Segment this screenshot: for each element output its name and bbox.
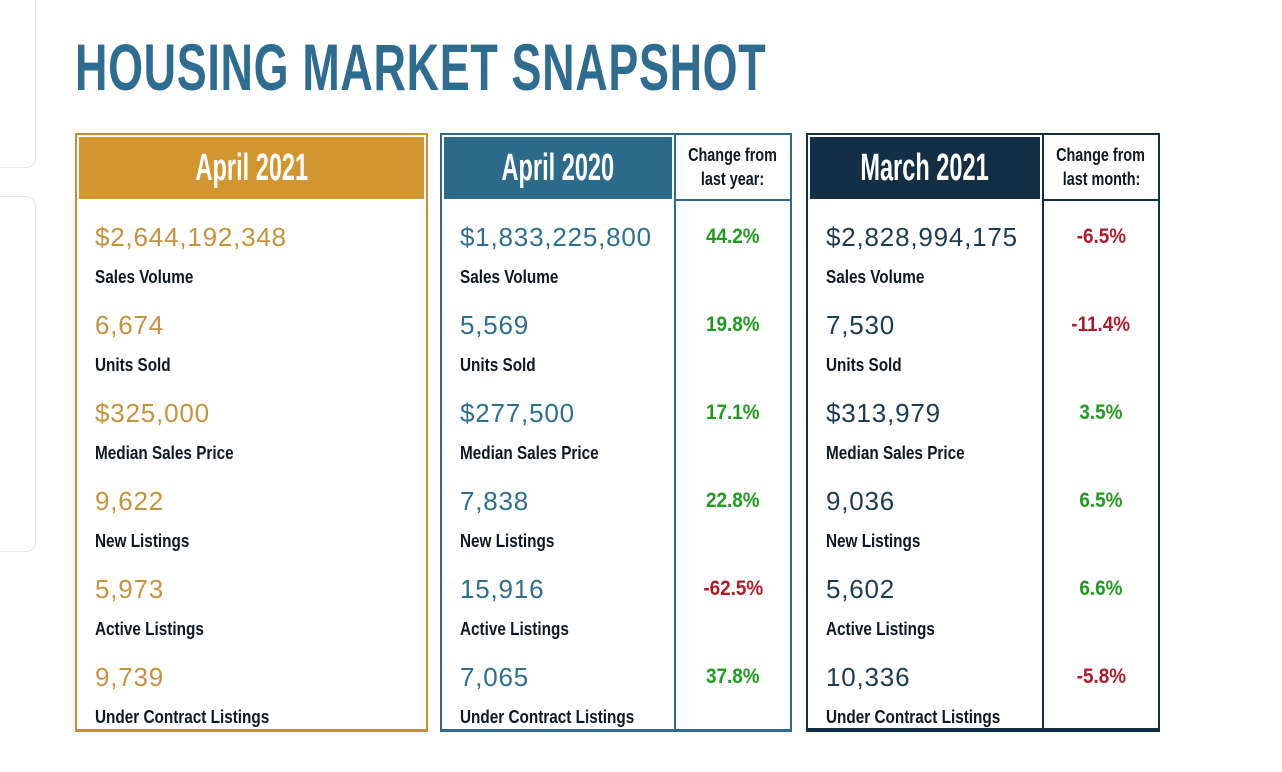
- stat-units-sold: 5,569 Units Sold: [442, 289, 674, 377]
- change-value: 6.5%: [1042, 465, 1158, 553]
- stat-label: Active Listings: [460, 619, 569, 639]
- stat-value: 5,973: [95, 574, 165, 604]
- stat-label: New Listings: [460, 531, 555, 551]
- change-value: 44.2%: [674, 201, 790, 289]
- stat-sales-volume: $2,828,994,175 Sales Volume: [808, 201, 1042, 289]
- stat-value: $277,500: [460, 398, 575, 428]
- stat-active-listings: 15,916 Active Listings: [442, 553, 674, 641]
- stat-value: 7,065: [460, 662, 530, 692]
- change-value: -5.8%: [1042, 641, 1158, 729]
- stat-active-listings: 5,602 Active Listings: [808, 553, 1042, 641]
- stat-units-sold: 6,674 Units Sold: [77, 289, 426, 377]
- stat-under-contract-listings: 7,065 Under Contract Listings: [442, 641, 674, 729]
- clipped-card-top-left: [0, 0, 36, 168]
- stat-label: Under Contract Listings: [826, 707, 1001, 727]
- change-from-last-month-header: Change from last month:: [1042, 135, 1158, 201]
- stat-median-sales-price: $313,979 Median Sales Price: [808, 377, 1042, 465]
- stat-value: 9,036: [826, 486, 896, 516]
- change-value: 37.8%: [674, 641, 790, 729]
- stat-new-listings: 7,838 New Listings: [442, 465, 674, 553]
- stat-label: Median Sales Price: [460, 443, 599, 463]
- stat-value: $2,828,994,175: [826, 222, 1018, 252]
- stat-value: $313,979: [826, 398, 941, 428]
- stat-label: Sales Volume: [460, 267, 559, 287]
- stat-label: Sales Volume: [826, 267, 925, 287]
- stat-value: $1,833,225,800: [460, 222, 652, 252]
- stat-label: Sales Volume: [95, 267, 194, 287]
- stat-value: 9,622: [95, 486, 165, 516]
- stat-label: Under Contract Listings: [460, 707, 635, 727]
- stat-median-sales-price: $325,000 Median Sales Price: [77, 377, 426, 465]
- stat-under-contract-listings: 10,336 Under Contract Listings: [808, 641, 1042, 729]
- panel-april-2021-header: April 2021: [79, 137, 424, 199]
- stat-value: 15,916: [460, 574, 545, 604]
- stat-new-listings: 9,036 New Listings: [808, 465, 1042, 553]
- change-value: -6.5%: [1042, 201, 1158, 289]
- stat-label: Units Sold: [460, 355, 536, 375]
- change-value: 3.5%: [1042, 377, 1158, 465]
- stat-label: Units Sold: [95, 355, 171, 375]
- stat-value: 7,838: [460, 486, 530, 516]
- stat-value: $325,000: [95, 398, 210, 428]
- stat-units-sold: 7,530 Units Sold: [808, 289, 1042, 377]
- panel-april-2020: April 2020 Change from last year: $1,833…: [440, 133, 792, 732]
- stat-value: 10,336: [826, 662, 911, 692]
- stat-value: 9,739: [95, 662, 165, 692]
- stat-label: Under Contract Listings: [95, 707, 270, 727]
- stat-value: $2,644,192,348: [95, 222, 287, 252]
- stat-value: 5,602: [826, 574, 896, 604]
- stat-label: Active Listings: [95, 619, 204, 639]
- change-value: -62.5%: [674, 553, 790, 641]
- stat-sales-volume: $1,833,225,800 Sales Volume: [442, 201, 674, 289]
- stat-new-listings: 9,622 New Listings: [77, 465, 426, 553]
- page-title: HOUSING MARKET SNAPSHOT: [75, 30, 767, 104]
- panel-march-2021-header: March 2021: [810, 137, 1040, 199]
- stat-under-contract-listings: 9,739 Under Contract Listings: [77, 641, 426, 729]
- stat-label: New Listings: [95, 531, 190, 551]
- stat-value: 6,674: [95, 310, 165, 340]
- panel-march-2021: March 2021 Change from last month: $2,82…: [806, 133, 1160, 732]
- stat-label: Median Sales Price: [826, 443, 965, 463]
- change-value: 19.8%: [674, 289, 790, 377]
- clipped-card-bottom-left: [0, 196, 36, 552]
- panel-april-2021: April 2021 $2,644,192,348 Sales Volume 6…: [75, 133, 428, 732]
- stat-value: 7,530: [826, 310, 896, 340]
- change-value: 22.8%: [674, 465, 790, 553]
- change-value: -11.4%: [1042, 289, 1158, 377]
- stat-sales-volume: $2,644,192,348 Sales Volume: [77, 201, 426, 289]
- panel-april-2020-header: April 2020: [444, 137, 672, 199]
- change-value: 6.6%: [1042, 553, 1158, 641]
- stat-label: Median Sales Price: [95, 443, 234, 463]
- stat-label: New Listings: [826, 531, 921, 551]
- stat-label: Active Listings: [826, 619, 935, 639]
- stat-label: Units Sold: [826, 355, 902, 375]
- stat-value: 5,569: [460, 310, 530, 340]
- change-value: 17.1%: [674, 377, 790, 465]
- stat-active-listings: 5,973 Active Listings: [77, 553, 426, 641]
- change-from-last-year-header: Change from last year:: [674, 135, 790, 201]
- stat-median-sales-price: $277,500 Median Sales Price: [442, 377, 674, 465]
